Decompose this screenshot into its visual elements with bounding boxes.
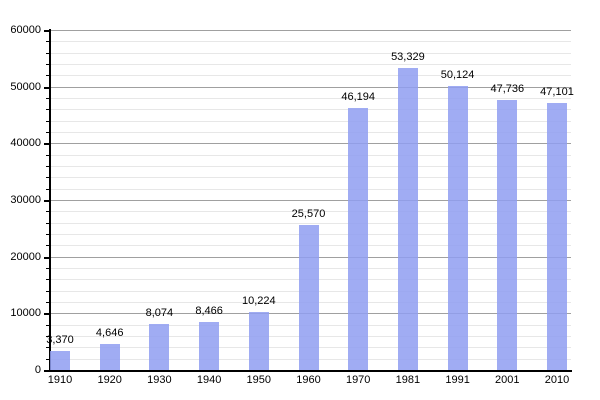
minor-gridline [50,132,571,133]
y-major-tick [44,200,50,202]
bar [50,350,70,370]
major-gridline [50,30,571,31]
bar-value-label: 50,124 [440,69,475,81]
y-minor-tick [46,245,50,247]
bar-value-label: 10,224 [241,295,276,308]
x-axis-tick-label: 1930 [147,374,172,386]
y-minor-tick [46,234,50,235]
minor-gridline [50,211,571,213]
y-axis-tick-label: 60000 [10,24,41,36]
x-axis-tick-label: 1920 [97,374,122,386]
bar-value-label: 8,074 [145,307,174,320]
y-axis-tick-label: 50000 [10,80,41,93]
y-minor-tick [46,132,50,133]
y-minor-tick [46,154,50,156]
bar-value-label: 3,370 [46,333,74,346]
bar-value-label: 46,194 [341,91,376,104]
minor-gridline [50,120,571,122]
bar [447,86,468,370]
y-axis-line [49,29,51,371]
y-minor-tick [46,120,50,122]
y-minor-tick [46,211,50,213]
y-minor-tick [46,290,50,292]
bar [298,225,319,370]
bar-value-label: 4,646 [95,326,124,339]
bar [497,99,518,370]
x-axis-tick-label: 1940 [196,374,222,386]
x-axis-tick-label: 1981 [395,374,421,386]
y-minor-tick [46,64,50,65]
bar-value-label: 53,329 [391,50,425,63]
minor-gridline [50,222,571,224]
x-axis-tick-label: 1991 [445,374,470,386]
minor-gridline [50,177,571,179]
minor-gridline [50,41,571,43]
y-minor-tick [46,177,50,179]
y-minor-tick [46,109,50,111]
x-axis-tick-label: 1970 [345,374,371,386]
y-minor-tick [46,324,50,326]
bar [248,312,269,370]
y-minor-tick [46,358,50,360]
minor-gridline [50,154,571,156]
y-minor-tick [46,302,50,303]
y-axis-tick-label: 20000 [10,250,41,263]
y-minor-tick [46,347,50,349]
bar-value-label: 25,570 [291,208,326,221]
bar [99,343,120,370]
y-minor-tick [46,279,50,281]
y-minor-tick [46,52,50,54]
minor-gridline [50,188,571,190]
x-axis-tick-label: 1960 [296,374,321,386]
minor-gridline [50,109,571,111]
bar [397,67,418,370]
x-axis-tick-label: 1950 [246,374,272,386]
y-minor-tick [46,336,50,337]
bar [547,103,567,370]
y-minor-tick [46,222,50,224]
bar-value-label: 8,466 [195,305,223,317]
y-minor-tick [46,166,50,167]
major-gridline [50,143,571,145]
y-major-tick [44,370,50,372]
y-minor-tick [46,41,50,43]
y-minor-tick [46,98,50,99]
y-axis-tick-label: 40000 [10,137,41,150]
x-axis-tick-label: 2010 [544,374,570,386]
bar [199,322,220,370]
y-major-tick [44,256,50,259]
bar [149,324,170,370]
minor-gridline [50,75,571,77]
y-axis-tick-label: 30000 [10,194,41,206]
bar-value-label: 47,101 [540,86,574,99]
x-axis-tick-label: 2001 [495,374,520,386]
major-gridline [50,86,571,88]
y-minor-tick [46,268,50,269]
y-major-tick [44,313,50,316]
y-major-tick [44,143,50,146]
minor-gridline [50,166,571,167]
bar-value-label: 47,736 [490,82,525,95]
minor-gridline [50,64,571,65]
major-gridline [50,200,571,201]
y-minor-tick [46,188,50,190]
minor-gridline [50,98,571,99]
y-minor-tick [46,75,50,77]
y-major-tick [44,30,50,32]
minor-gridline [50,52,571,54]
x-axis-line [49,370,572,372]
bar [348,108,369,370]
y-major-tick [44,86,50,89]
y-axis-tick-label: 10000 [10,307,41,320]
y-axis-tick-label: 0 [34,364,41,376]
x-axis-tick-label: 1910 [47,374,73,386]
